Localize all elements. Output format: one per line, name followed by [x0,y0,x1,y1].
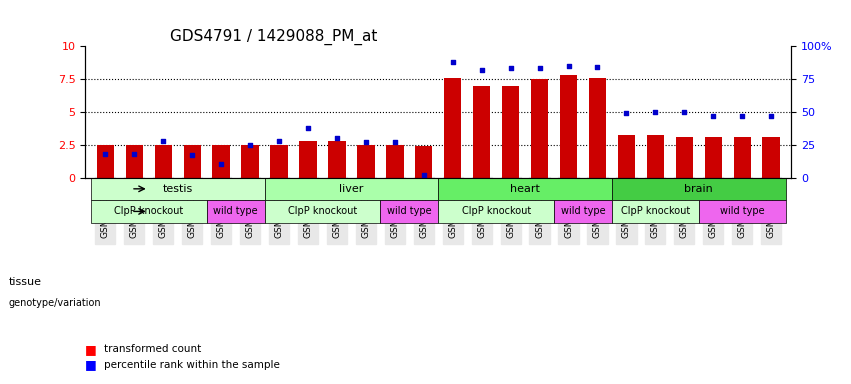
Text: transformed count: transformed count [104,344,201,354]
Point [446,59,460,65]
FancyBboxPatch shape [699,200,785,223]
Point [504,65,517,71]
FancyBboxPatch shape [265,177,438,200]
Point [706,113,720,119]
FancyBboxPatch shape [91,177,265,200]
Point [388,139,402,145]
Text: GDS4791 / 1429088_PM_at: GDS4791 / 1429088_PM_at [170,28,377,45]
Bar [676,137,693,177]
Bar [357,145,374,177]
Text: brain: brain [684,184,713,194]
Text: heart: heart [510,184,540,194]
Bar [531,79,548,177]
Text: ClpP knockout: ClpP knockout [288,207,357,217]
Point [214,161,228,167]
Bar [618,136,635,177]
Point [186,152,199,158]
Point [272,137,286,144]
Bar [155,145,172,177]
Bar [97,145,114,177]
Point [620,110,633,116]
Bar [705,137,722,177]
Bar [473,86,490,177]
Bar [300,141,317,177]
FancyBboxPatch shape [612,177,785,200]
Point [648,109,662,115]
Point [359,139,373,145]
Text: wild type: wild type [387,207,431,217]
Bar [762,137,780,177]
Point [677,109,691,115]
Point [128,151,141,157]
Text: liver: liver [340,184,363,194]
FancyBboxPatch shape [265,200,380,223]
Bar [647,136,664,177]
Point [562,63,575,69]
Point [157,137,170,144]
Text: tissue: tissue [9,277,42,287]
Point [764,113,778,119]
Bar [126,145,143,177]
Point [533,65,546,71]
Point [99,151,112,157]
Text: testis: testis [163,184,193,194]
Text: ClpP knockout: ClpP knockout [461,207,531,217]
Text: wild type: wild type [720,207,764,217]
Bar [502,86,519,177]
Point [475,67,488,73]
Point [591,64,604,70]
Bar [734,137,751,177]
FancyBboxPatch shape [438,200,554,223]
FancyBboxPatch shape [612,200,699,223]
Point [243,142,257,148]
Text: genotype/variation: genotype/variation [9,298,101,308]
Bar [560,75,577,177]
Bar [328,141,346,177]
Text: wild type: wild type [214,207,258,217]
Point [735,113,749,119]
Point [330,135,344,141]
FancyBboxPatch shape [554,200,612,223]
Bar [444,78,461,177]
Bar [386,145,403,177]
Point [301,124,315,131]
FancyBboxPatch shape [207,200,265,223]
Text: ClpP knockout: ClpP knockout [620,207,690,217]
Bar [184,145,201,177]
Bar [213,145,230,177]
Text: ■: ■ [85,358,97,371]
Bar [589,78,606,177]
Bar [271,145,288,177]
Text: ClpP knockout: ClpP knockout [114,207,184,217]
Text: ■: ■ [85,343,97,356]
FancyBboxPatch shape [91,200,207,223]
FancyBboxPatch shape [380,200,438,223]
Text: percentile rank within the sample: percentile rank within the sample [104,360,280,370]
Text: wild type: wild type [561,207,605,217]
Bar [242,145,259,177]
Bar [415,146,432,177]
FancyBboxPatch shape [438,177,612,200]
Point [417,172,431,178]
